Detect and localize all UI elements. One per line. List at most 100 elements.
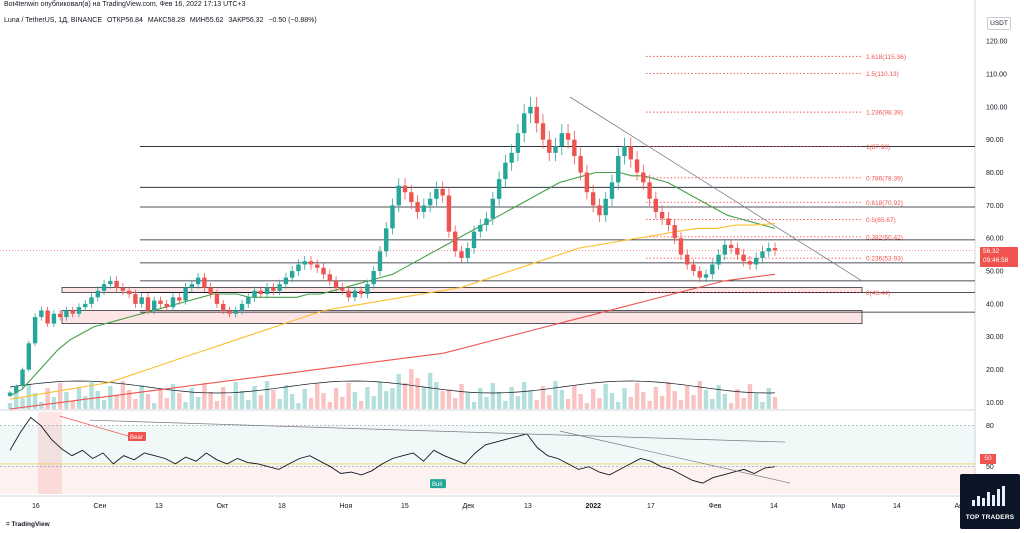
volume-bar (559, 390, 564, 409)
volume-bar (308, 398, 314, 409)
volume-bar (465, 393, 470, 409)
candle-body (716, 254, 721, 265)
x-tick-label: Сен (94, 503, 107, 510)
currency-button[interactable]: USDT (987, 17, 1011, 30)
volume-bar (177, 393, 182, 409)
bull-label: Bull (432, 482, 442, 488)
top-traders-logo: TOP TRADERS (960, 474, 1020, 529)
fib-level-label: 1(87.90) (866, 144, 890, 151)
candle-body (7, 392, 13, 396)
candle-body (327, 274, 332, 281)
fib-level-label: 0.382(60.42) (866, 234, 903, 241)
volume-bar (628, 397, 633, 409)
y-tick-label: 90.00 (986, 137, 1004, 144)
volume-bar (108, 386, 113, 409)
volume-bar (484, 397, 489, 409)
candle-body (371, 271, 376, 285)
candle-body (377, 251, 383, 272)
volume-bar (421, 387, 427, 409)
candle-body (603, 198, 608, 216)
candle-body (547, 139, 552, 153)
volume-bar (76, 387, 82, 409)
volume-bar (735, 389, 740, 409)
candle-body (521, 113, 527, 134)
volume-bar (170, 384, 176, 409)
candle-body (766, 248, 771, 252)
volume-bar (540, 386, 546, 409)
volume-bar (45, 388, 50, 409)
candle-body (340, 287, 345, 291)
publish-header: Bot4tenwin опубликовал(а) на TradingView… (4, 1, 246, 8)
volume-bar (7, 403, 13, 409)
y-tick-label: 30.00 (986, 334, 1004, 341)
candle-body (177, 297, 182, 301)
volume-bar (459, 384, 464, 409)
volume-bar (114, 395, 119, 409)
candle-body (402, 185, 408, 193)
tradingview-logo-icon: ⌗ (6, 521, 10, 528)
x-tick-label: 2022 (586, 503, 602, 510)
volume-bar (409, 369, 414, 409)
volume-bar (503, 401, 508, 409)
logo-text: TOP TRADERS (965, 514, 1015, 521)
candle-body (453, 231, 458, 252)
ohlc-open: ОТКР56.84 (106, 17, 143, 24)
candle-body (427, 198, 433, 206)
candle-body (227, 310, 232, 314)
volume-bar (515, 396, 521, 409)
volume-bar (83, 396, 88, 409)
volume-bar (703, 390, 709, 409)
volume-bar (183, 402, 188, 409)
candle-body (358, 290, 364, 295)
candle-body (641, 172, 646, 183)
fib-level-label: 0(43.44) (866, 290, 890, 297)
volume-bar (597, 398, 602, 409)
y-tick-label: 110.00 (986, 71, 1007, 78)
x-tick-label: 14 (770, 503, 778, 510)
fib-level-label: 0.786(78.39) (866, 175, 903, 182)
volume-bar (691, 395, 696, 409)
moving-average-line (9, 222, 776, 400)
ohlc-low: МИН55.62 (189, 17, 224, 24)
candle-body (478, 225, 483, 232)
volume-bar (446, 389, 452, 409)
candle-body (133, 294, 138, 304)
y-tick-label: 100.00 (986, 104, 1008, 111)
volume-bar (534, 400, 539, 409)
candle-body (139, 297, 144, 304)
volume-bar (315, 384, 320, 409)
candle-body (14, 386, 19, 393)
candle-body (108, 280, 113, 285)
candle-body (697, 271, 702, 278)
candle-body (83, 303, 88, 308)
volume-bar (697, 381, 702, 409)
x-tick-label: Ноя (340, 503, 353, 510)
candle-body (540, 123, 546, 140)
candle-body (409, 192, 414, 203)
volume-bar (722, 394, 728, 409)
candle-body (64, 310, 69, 318)
y-tick-label: 80.00 (986, 170, 1004, 177)
volume-bar (471, 402, 477, 409)
volume-bar (195, 397, 201, 409)
volume-ma-line (9, 380, 776, 394)
candle-body (659, 211, 665, 219)
volume-bar (716, 385, 721, 409)
volume-bar (666, 382, 671, 409)
volume-bar (296, 403, 301, 409)
volume-bar (321, 393, 326, 409)
y-tick-label: 10.00 (986, 400, 1004, 407)
volume-bar (377, 382, 383, 409)
candle-body (710, 264, 715, 275)
footer-brand[interactable]: ⌗ TradingView (6, 521, 50, 529)
volume-bar (202, 383, 207, 409)
candle-body (753, 257, 759, 265)
candle-body (333, 280, 339, 288)
rsi-trendline (89, 419, 786, 443)
volume-bar (415, 378, 420, 409)
support-zone (61, 287, 863, 293)
volume-bar (760, 402, 765, 409)
volume-bar (246, 400, 251, 409)
candle-body (390, 205, 395, 229)
